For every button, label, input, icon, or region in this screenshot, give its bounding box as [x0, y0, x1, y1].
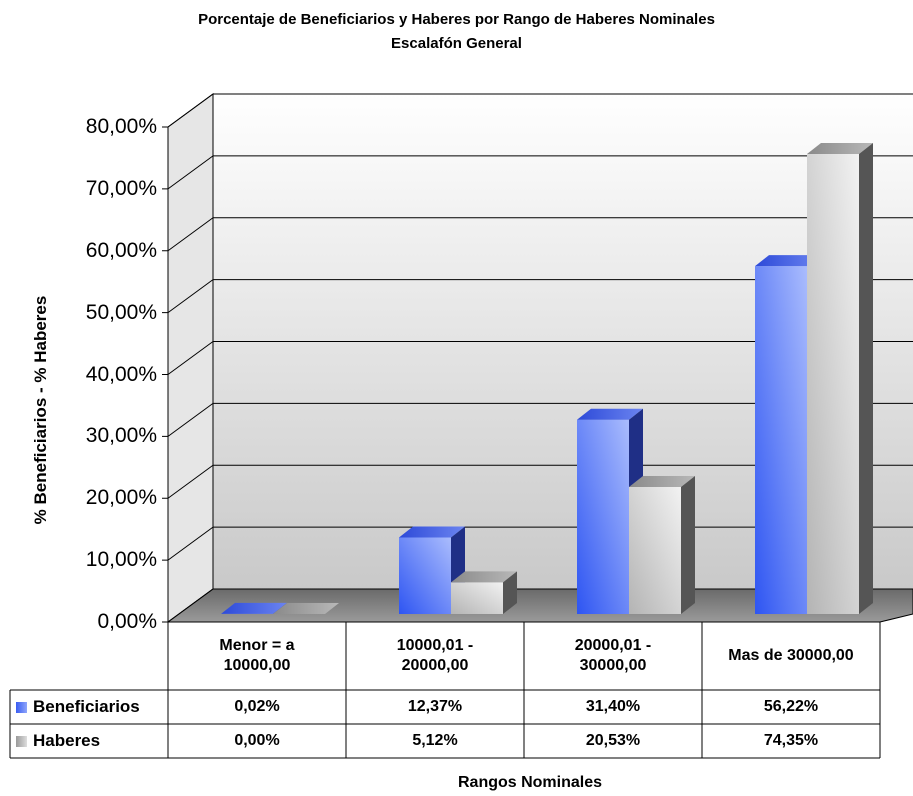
category-label-line1: 10000,01 -	[396, 637, 474, 654]
bar-beneficiarios-0	[221, 602, 287, 614]
y-axis-label: % Beneficiarios - % Haberes	[31, 295, 50, 525]
bar-top	[221, 602, 287, 614]
category-label-line2: 20000,00	[401, 657, 469, 674]
legend-label: Haberes	[33, 731, 101, 750]
category-label-line1: Mas de 30000,00	[728, 647, 854, 664]
bar-top	[451, 571, 517, 583]
category-label: Menor = a 10000,00	[168, 622, 346, 690]
data-label: 12,37%	[407, 698, 463, 715]
grid-diagonal	[167, 341, 214, 375]
y-tick-label: 0,00%	[97, 610, 157, 633]
bar-top	[577, 408, 643, 420]
y-tick-label: 30,00%	[85, 424, 157, 448]
y-tick-label: 40,00%	[85, 362, 157, 386]
chart-title: Porcentaje de Beneficiarios y Haberes po…	[198, 11, 715, 28]
grid-diagonal	[167, 155, 214, 190]
bar-top	[807, 142, 873, 154]
grid-diagonal	[167, 464, 214, 499]
bar-side	[503, 571, 517, 614]
grid-diagonal	[167, 526, 214, 561]
category-label-line1: 20000,01 -	[574, 637, 652, 654]
bar-front	[807, 153, 859, 614]
y-tick-label: 70,00%	[85, 176, 157, 200]
bar-side	[273, 602, 287, 614]
legend-label: Beneficiarios	[33, 697, 140, 716]
legend-entry: Beneficiarios	[16, 690, 166, 724]
bar-front	[577, 419, 629, 614]
category-label: 20000,01 - 30000,00	[524, 622, 702, 690]
bar-side	[859, 142, 873, 614]
legend-swatch	[16, 701, 27, 713]
data-label: 20,53%	[585, 732, 641, 749]
y-tick-label: 60,00%	[85, 238, 157, 262]
y-tick-label: 50,00%	[85, 300, 157, 324]
bar-top	[399, 526, 465, 538]
data-label: 31,40%	[585, 698, 641, 715]
y-tick-label: 10,00%	[85, 548, 157, 572]
data-label: 5,12%	[412, 732, 458, 749]
y-tick-label: 80,00%	[85, 115, 157, 138]
legend-swatch	[16, 735, 27, 747]
grid-diagonal	[167, 93, 214, 128]
category-label-line2: 10000,00	[223, 657, 291, 674]
chart-subtitle: Escalafón General	[391, 35, 522, 52]
grid-diagonal	[167, 217, 214, 252]
category-label-line1: Menor = a	[219, 637, 295, 654]
bar-haberes-1	[451, 571, 517, 614]
grid-diagonal	[167, 588, 214, 623]
data-label: 74,35%	[763, 732, 819, 749]
bar-front	[629, 486, 681, 614]
bar-front	[451, 582, 503, 614]
y-tick-label: 20,00%	[85, 486, 157, 510]
bar-haberes-3	[807, 142, 873, 614]
bar-haberes-2	[629, 475, 695, 614]
bar-side	[681, 475, 695, 614]
bar-top	[629, 475, 695, 487]
category-label: Mas de 30000,00	[702, 622, 880, 690]
category-label-line2: 30000,00	[579, 657, 647, 674]
bar-top	[273, 603, 339, 614]
data-label: 0,00%	[234, 732, 280, 749]
grid-diagonal	[167, 279, 214, 314]
bar-haberes-0	[273, 603, 339, 615]
x-axis-label: Rangos Nominales	[457, 774, 603, 791]
data-label: 0,02%	[234, 698, 280, 715]
legend-entry: Haberes	[16, 724, 166, 758]
category-label: 10000,01 - 20000,00	[346, 622, 524, 690]
bar-top	[755, 255, 821, 267]
bar-front	[399, 537, 451, 614]
data-label: 56,22%	[763, 698, 819, 715]
bar-front	[755, 266, 807, 614]
grid-diagonal	[167, 402, 214, 437]
